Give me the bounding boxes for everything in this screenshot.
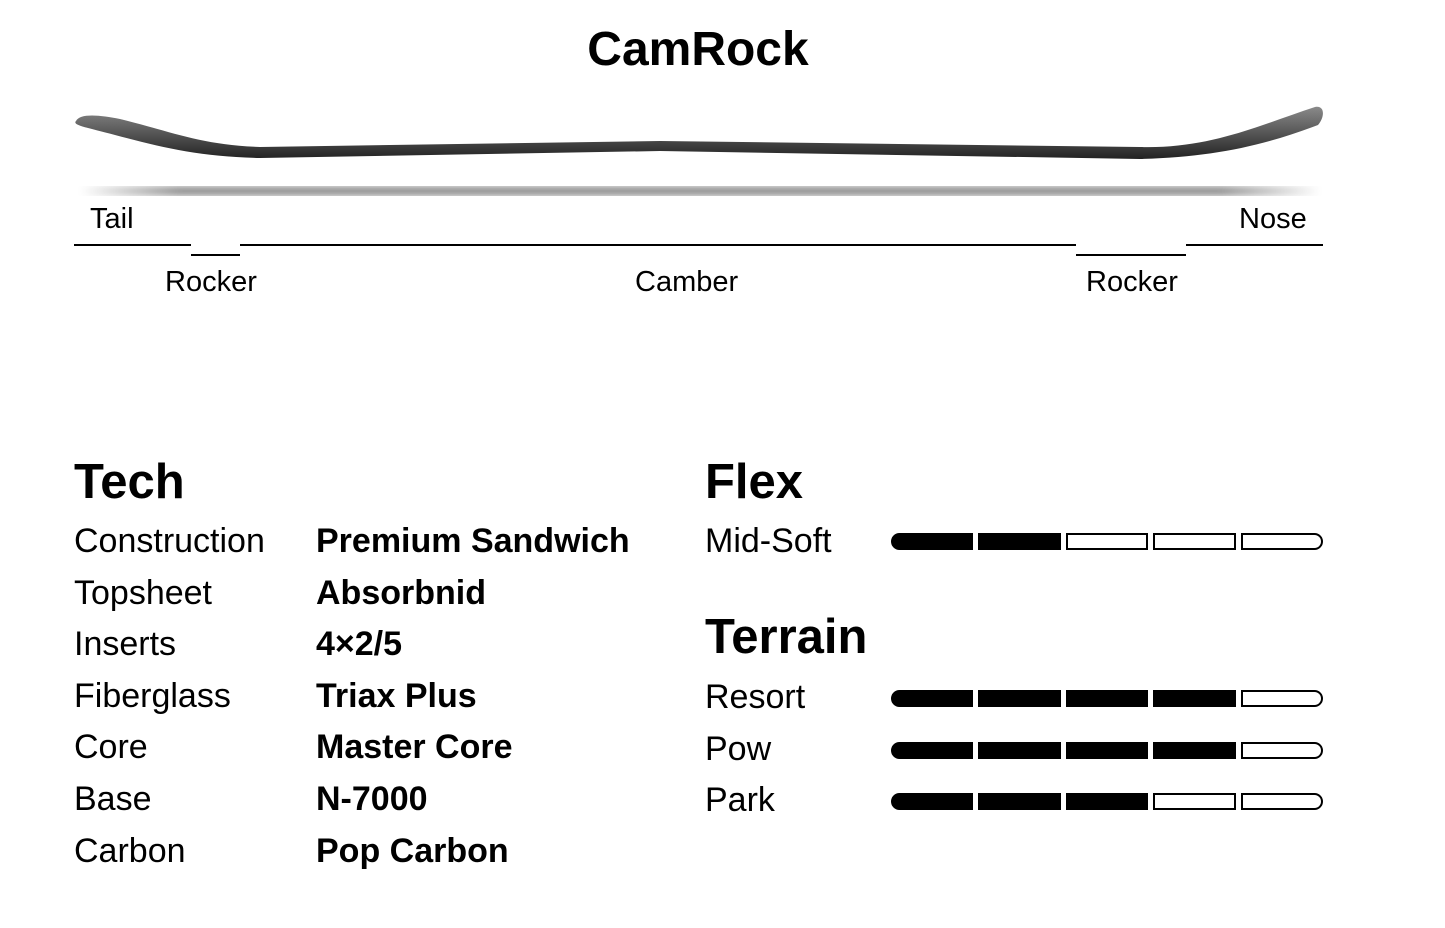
camber-label: Camber [635, 266, 739, 298]
flex-heading: Flex [705, 455, 804, 509]
tech-value: Absorbnid [316, 573, 486, 612]
terrain-label: Park [705, 781, 775, 819]
tech-label: Construction [74, 522, 265, 560]
tech-label: Carbon [74, 831, 186, 870]
rating-segment [1065, 793, 1149, 810]
rating-segment [1153, 690, 1236, 707]
rating-segment [978, 690, 1061, 707]
rating-segment [891, 793, 974, 810]
tech-heading: Tech [74, 455, 185, 509]
terrain-heading: Terrain [705, 610, 868, 664]
rating-segment [891, 690, 974, 707]
rating-segment [1153, 533, 1236, 550]
rating-segment [978, 741, 1061, 759]
rating-segment [1240, 793, 1324, 810]
flex-rating-bar [891, 533, 1324, 550]
snowboard-profile-image [75, 106, 1323, 195]
profile-line [191, 254, 240, 256]
rating-segment [978, 793, 1061, 810]
profile-line [74, 244, 191, 246]
rating-segment [891, 533, 974, 550]
terrain-label: Pow [705, 729, 772, 768]
tech-value: Premium Sandwich [316, 522, 630, 560]
profile-line [240, 244, 1076, 246]
rating-segment [1153, 741, 1236, 759]
rating-segment [1240, 533, 1324, 550]
rating-segment [891, 741, 974, 759]
terrain-label: Resort [705, 678, 806, 716]
tech-value: Triax Plus [316, 676, 477, 715]
terrain-rating-bar [891, 741, 1324, 759]
rating-segment [1240, 690, 1324, 707]
tech-label: Topsheet [74, 573, 212, 612]
tech-label: Base [74, 780, 152, 818]
profile-title: CamRock [587, 23, 809, 76]
tech-value: N-7000 [316, 780, 428, 818]
rating-segment [1065, 690, 1149, 707]
nose-rocker-label: Rocker [1086, 266, 1178, 298]
rating-segment [978, 533, 1061, 550]
tech-value: Master Core [316, 728, 513, 767]
rating-segment [1065, 741, 1149, 759]
tech-label: Fiberglass [74, 676, 231, 715]
tail-label: Tail [90, 203, 134, 235]
tail-rocker-label: Rocker [165, 266, 257, 298]
rating-segment [1065, 533, 1149, 550]
profile-line [1076, 254, 1186, 256]
terrain-rating-bar [891, 793, 1324, 810]
tech-value: Pop Carbon [316, 831, 509, 870]
rating-segment [1153, 793, 1236, 810]
tech-label: Inserts [74, 625, 177, 664]
nose-label: Nose [1239, 203, 1307, 235]
rating-segment [1240, 741, 1324, 759]
flex-label: Mid-Soft [705, 522, 832, 560]
tech-value: 4×2/5 [316, 625, 403, 664]
terrain-rating-bar [891, 690, 1324, 707]
profile-line [1186, 244, 1323, 246]
tech-label: Core [74, 728, 148, 767]
